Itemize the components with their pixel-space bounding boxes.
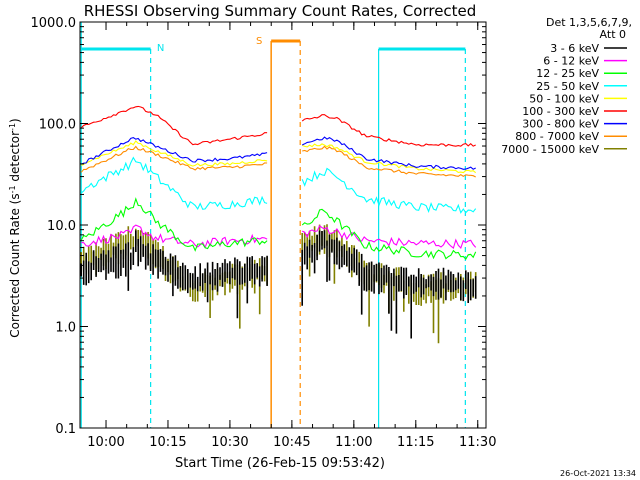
x-tick-label: 11:30 (459, 435, 496, 450)
chart-title: RHESSI Observing Summary Count Rates, Co… (84, 2, 477, 20)
series-25-50-kev (80, 156, 477, 214)
event-markers: NS (80, 22, 466, 428)
series-800-7000-kev (80, 145, 476, 178)
series-800-7000-kev-segment-2 (302, 145, 476, 178)
series-300-800-kev (81, 136, 476, 170)
legend-label: 25 - 50 keV (536, 80, 599, 93)
y-tick-label: 1.0 (55, 321, 76, 336)
series-3-6-kev-segment-1 (80, 230, 268, 319)
x-tick-label: 10:45 (273, 435, 310, 450)
series-300-800-kev-segment-2 (301, 136, 476, 170)
legend-label: 100 - 300 keV (522, 105, 599, 118)
y-label-part-1: Corrected Count Rate (s (8, 193, 22, 337)
y-label-sup-1: -1 (8, 185, 17, 193)
legend-label: 7000 - 15000 keV (501, 143, 599, 156)
y-label-part-3: ) (8, 118, 22, 123)
series-12-25-kev (80, 197, 477, 261)
legend-label: 50 - 100 keV (529, 92, 599, 105)
series-3-6-kev-segment-2 (301, 230, 477, 339)
y-tick-label: 1000.0 (31, 16, 77, 31)
x-axis-label: Start Time (26-Feb-15 09:53:42) (175, 456, 385, 471)
series-12-25-kev-segment-2 (301, 208, 477, 261)
axes: 1000.0 100.0 10.0 1.0 0.1 10:00 10:15 10:30 10:4… (31, 16, 497, 450)
series-100-300-kev (80, 105, 476, 147)
series-25-50-kev-segment-2 (301, 167, 477, 214)
series-6-12-kev-segment-2 (301, 224, 477, 250)
legend-header-2: Att 0 (600, 28, 626, 41)
series-800-7000-kev-segment-1 (80, 145, 268, 173)
y-tick-label: 0.1 (55, 422, 76, 437)
x-tick-label: 11:15 (397, 435, 434, 450)
n-marker-label: N (157, 43, 164, 54)
series-25-50-kev-segment-1 (80, 156, 268, 210)
s-marker-label: S (256, 36, 262, 47)
legend-header-1: Det 1,3,5,6,7,9, (546, 16, 632, 29)
x-tick-label: 10:00 (87, 435, 124, 450)
y-tick-label: 100.0 (39, 118, 76, 133)
series-300-800-kev-segment-1 (81, 137, 268, 165)
legend-label: 6 - 12 keV (543, 55, 599, 68)
series-100-300-kev-segment-2 (301, 114, 476, 147)
legend-label: 300 - 800 keV (522, 118, 599, 131)
legend-label: 3 - 6 keV (550, 42, 599, 55)
x-tick-label: 10:30 (211, 435, 248, 450)
y-label-sup-2: -1 (8, 123, 17, 131)
x-tick-label: 11:00 (335, 435, 372, 450)
legend-label: 800 - 7000 keV (515, 130, 599, 143)
legend-label: 12 - 25 keV (536, 67, 599, 80)
series-12-25-kev-segment-1 (80, 197, 268, 252)
footer-timestamp: 26-Oct-2021 13:34 (560, 469, 636, 478)
series-layer (80, 105, 477, 344)
series-100-300-kev-segment-1 (80, 105, 268, 146)
y-label-part-2: detector (8, 131, 22, 186)
plot-frame (79, 21, 487, 429)
x-tick-label: 10:15 (149, 435, 186, 450)
series-3-6-kev (80, 230, 477, 339)
series-50-100-kev-segment-2 (301, 143, 477, 174)
series-50-100-kev (80, 140, 477, 174)
series-50-100-kev-segment-1 (80, 140, 268, 167)
y-axis-label: Corrected Count Rate (s-1 detector-1) (8, 118, 22, 337)
y-tick-label: 10.0 (47, 219, 76, 234)
